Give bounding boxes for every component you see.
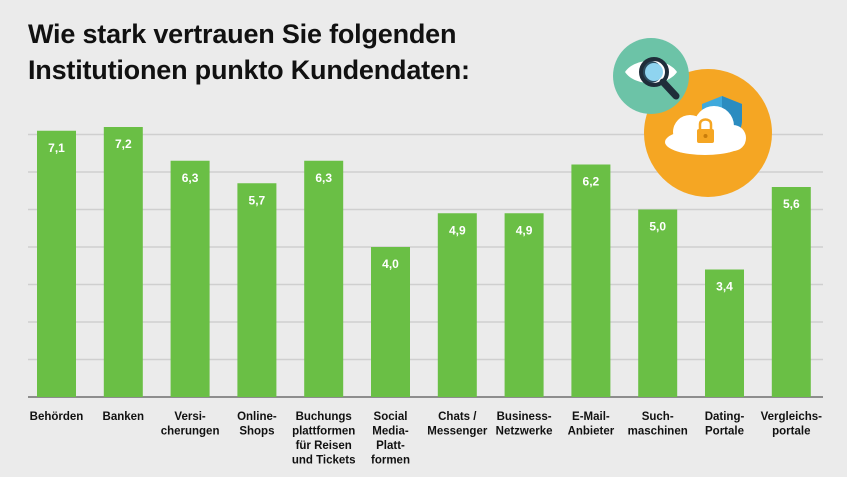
value-label: 7,1 — [48, 141, 65, 155]
bar — [705, 269, 744, 397]
category-label-line: plattformen — [292, 426, 355, 438]
value-label: 5,6 — [783, 197, 800, 211]
category-label-line: formen — [371, 455, 410, 467]
value-label: 7,2 — [115, 137, 132, 151]
category-label-line: Business- — [497, 411, 552, 423]
category-label: Such-maschinen — [628, 411, 688, 438]
category-label-line: E-Mail- — [572, 411, 610, 423]
bar — [437, 213, 477, 397]
category-label: Online- Shops — [237, 411, 277, 438]
category-labels: Behörden Banken Versi-cherungen Online- Shop… — [30, 411, 822, 467]
category-label-line: Netzwerke — [496, 426, 553, 438]
category-label-line: Messenger — [427, 426, 488, 438]
category-label-line: portale — [772, 426, 810, 438]
category-label-line: Shops — [239, 426, 274, 438]
chart-title-line-1: Wie stark vertrauen Sie folgenden — [28, 19, 457, 49]
bar — [371, 247, 410, 397]
value-label: 6,3 — [315, 171, 332, 185]
category-label-line: und Tickets — [292, 455, 356, 467]
value-label: 5,0 — [649, 220, 666, 234]
value-label: 6,2 — [583, 175, 600, 189]
category-label-line: cherungen — [161, 426, 220, 438]
category-label-line: Online- — [237, 411, 277, 423]
value-label: 5,7 — [249, 193, 266, 207]
value-label: 6,3 — [182, 171, 199, 185]
category-label-line: Dating- — [705, 411, 745, 423]
category-label-line: Anbieter — [568, 426, 615, 438]
category-label: Chats / Messenger — [427, 411, 488, 438]
chart-title-line-2: Institutionen punkto Kundendaten: — [28, 55, 470, 85]
value-label: 4,9 — [516, 223, 533, 237]
category-label-line: Portale — [705, 426, 744, 438]
bar — [638, 209, 678, 397]
category-label: Dating- Portale — [705, 411, 745, 438]
category-label: Banken — [103, 411, 145, 423]
bar — [37, 130, 76, 397]
category-label: Business- Netzwerke — [496, 411, 553, 438]
category-label-line: Vergleichs- — [761, 411, 823, 423]
bar — [170, 160, 210, 397]
bar — [103, 127, 143, 397]
value-label: 4,0 — [382, 257, 399, 271]
category-label: Vergleichs-portale — [761, 411, 823, 438]
bar — [771, 187, 811, 397]
category-label-line: Banken — [103, 411, 145, 423]
category-label-line: Behörden — [30, 411, 84, 423]
bars: 7,1 7,2 6,3 5,7 6,3 4,0 4,9 4,9 6,2 5,0 3,4 5,6 — [37, 127, 811, 397]
value-label: 4,9 — [449, 223, 466, 237]
bar — [504, 213, 544, 397]
category-label-line: Chats / — [438, 411, 477, 423]
bar — [237, 183, 277, 397]
category-label-line: Versi- — [174, 411, 205, 423]
category-label-line: für Reisen — [296, 440, 352, 452]
category-label-line: Social — [374, 411, 408, 423]
bar — [304, 160, 344, 397]
category-label: Behörden — [30, 411, 84, 423]
value-label: 3,4 — [716, 280, 733, 294]
chart-title: Wie stark vertrauen Sie folgenden Instit… — [28, 16, 470, 88]
category-label-line: maschinen — [628, 426, 688, 438]
category-label: Versi-cherungen — [161, 411, 220, 438]
category-label-line: Platt- — [376, 440, 405, 452]
eye-magnifier-icon — [613, 38, 689, 114]
category-label-line: Media- — [372, 426, 409, 438]
category-label-line: Buchungs — [296, 411, 352, 423]
category-label: E-Mail- Anbieter — [568, 411, 615, 438]
category-label: Social Media- Platt-formen — [371, 411, 410, 467]
category-label: Buchungs plattformen für Reisen und Tickets — [292, 411, 356, 467]
bar — [571, 164, 611, 397]
category-label-line: Such- — [642, 411, 674, 423]
